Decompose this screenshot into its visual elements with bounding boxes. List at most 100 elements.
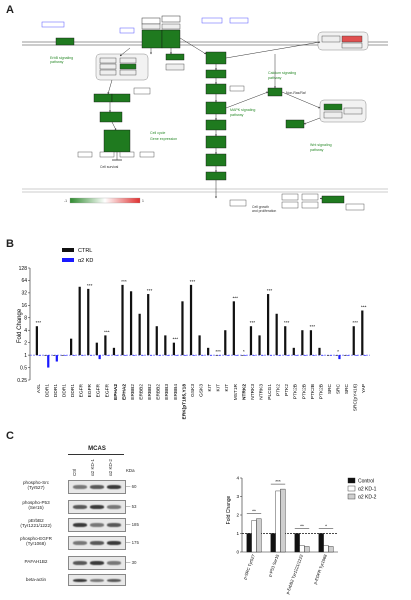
x-tick-label: EPHA2 — [113, 384, 119, 400]
bar-ctrl — [78, 286, 81, 356]
bar-kd — [38, 355, 41, 356]
svg-text:pathway: pathway — [50, 60, 64, 64]
x-tick-label: ERBB2 — [139, 384, 145, 400]
svg-text:Calcium signaling: Calcium signaling — [268, 71, 296, 75]
bar-ctrl — [215, 355, 218, 356]
significance-marker: *** — [250, 320, 256, 326]
bar-kd — [64, 355, 67, 356]
bar-ctrl — [241, 355, 244, 356]
blot-band — [90, 485, 104, 489]
c-legend-label: Control — [358, 478, 374, 484]
bar-ctrl — [207, 347, 210, 356]
significance-marker: *** — [267, 288, 273, 294]
svg-text:MAPK signaling: MAPK signaling — [230, 108, 255, 112]
x-tick-label: EGFR — [87, 383, 93, 397]
c-bar — [251, 520, 257, 553]
bar-ctrl — [232, 301, 235, 356]
bar-ctrl — [198, 335, 201, 356]
c-legend-swatch — [347, 493, 356, 500]
x-tick-label: PTK2B — [301, 384, 307, 399]
significance-marker: *** — [147, 288, 153, 294]
bar-ctrl — [129, 291, 133, 356]
blot-band — [73, 578, 87, 582]
svg-text:Cell cycle: Cell cycle — [150, 131, 165, 135]
bar-kd — [329, 355, 332, 356]
x-tick-label: PTK2B — [293, 384, 299, 399]
bar-kd — [184, 355, 187, 356]
y-axis-label: Fold Change — [17, 308, 23, 343]
blot-band — [107, 541, 121, 545]
svg-text:Gene expression: Gene expression — [150, 137, 177, 141]
bar-kd — [149, 355, 153, 356]
panel-letter-b: B — [6, 238, 14, 250]
bar-ctrl — [138, 313, 141, 356]
bar-kd — [218, 355, 221, 356]
bar-kd — [286, 355, 290, 356]
svg-text:ErbB signaling: ErbB signaling — [50, 56, 73, 60]
x-tick-label: DDR1 — [70, 384, 76, 397]
pathway-node — [141, 29, 163, 49]
c-x-tick-label: p-SRC Tyr527 — [242, 553, 256, 580]
y-tick-label: 32 — [21, 291, 27, 297]
lane-label: α2 KD-1 — [90, 459, 95, 476]
c-y-tick-label: 3 — [236, 494, 239, 499]
bar-ctrl — [61, 355, 64, 356]
bar-kd — [209, 355, 213, 356]
x-tick-label: KIT — [207, 384, 213, 392]
c-legend-label: α2 KD-2 — [358, 494, 377, 500]
bar-ctrl — [172, 342, 176, 356]
blot-band — [90, 541, 104, 545]
c-legend-swatch — [347, 485, 356, 492]
x-tick-label: EGFR — [79, 383, 85, 397]
kda-value: — 30 — [126, 560, 137, 565]
bar-ctrl — [326, 355, 330, 356]
x-tick-label: EPHA2 — [121, 384, 127, 400]
blot-row-label: pErbB2 (Tyr1221/1222) — [20, 518, 52, 529]
c-x-tick-label: p-ErbB2 Tyr1221/1222 — [285, 553, 304, 595]
x-tick-label: NTRK2 — [241, 384, 247, 400]
blot-row-label: phospho-EGFR (Tyr1068) — [20, 536, 52, 547]
bar-kd — [175, 355, 178, 356]
x-tick-label: YAP — [361, 384, 367, 393]
blot-band — [107, 523, 121, 527]
bar-kd — [72, 355, 76, 356]
c-bar — [328, 546, 334, 553]
c-y-tick-label: 0 — [236, 550, 239, 555]
significance-marker: *** — [284, 320, 290, 326]
bar-kd — [355, 355, 358, 356]
bar-kd — [107, 355, 110, 356]
panel-letter-c: C — [6, 430, 14, 442]
bar-kd — [115, 355, 118, 356]
blot-strip — [68, 518, 126, 532]
y-tick-label: 8 — [24, 316, 27, 322]
c-bar — [318, 533, 324, 553]
pathway-diagram: ErbB signaling pathway Cell survival Cel… — [22, 15, 388, 213]
significance-marker: *** — [232, 295, 238, 301]
c-legend-label: α2 KD-1 — [358, 486, 377, 492]
svg-text:and proliferation: and proliferation — [252, 209, 276, 213]
blot-band — [107, 578, 121, 582]
c-y-axis-label: Fold Change — [226, 495, 232, 524]
lane-label: Ctrl — [72, 468, 77, 476]
x-tick-label: DDR1 — [44, 384, 50, 397]
bar-ctrl — [335, 355, 338, 356]
bar-ctrl — [292, 347, 295, 356]
bar-ctrl — [309, 330, 313, 356]
bar-ctrl — [189, 284, 193, 356]
x-tick-label: NTRK3 — [258, 384, 264, 400]
blot-band — [107, 485, 121, 489]
x-tick-label: MST1R — [233, 383, 239, 400]
c-significance-marker: * — [325, 524, 327, 530]
x-tick-label: KIT — [224, 384, 230, 392]
bar-ctrl — [344, 355, 347, 356]
bar-kd — [55, 355, 58, 362]
y-tick-label: 4 — [24, 328, 27, 334]
blot-strip — [68, 536, 126, 550]
svg-text:Non-Ras/Raf: Non-Ras/Raf — [286, 91, 306, 95]
blot-band — [90, 561, 104, 565]
blot-band — [73, 505, 87, 509]
bar-kd — [338, 355, 341, 360]
blot-strip — [68, 556, 126, 570]
x-tick-label: PTK2 — [284, 384, 290, 396]
bar-ctrl — [147, 294, 150, 356]
